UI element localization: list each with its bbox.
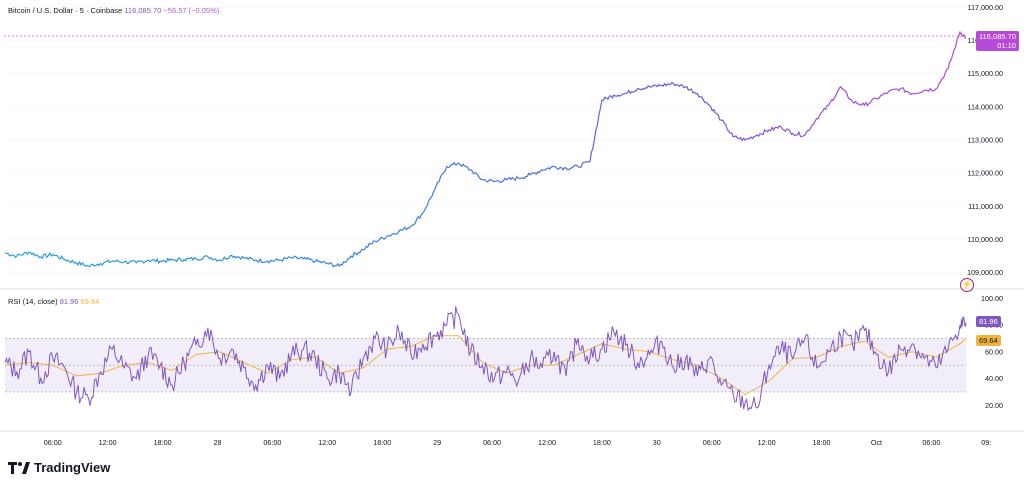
time-x-tick-label: 12:00 <box>99 438 117 447</box>
price-y-tick-label: 111,000.00 <box>968 202 1003 211</box>
tradingview-logo[interactable]: TradingView <box>8 460 110 475</box>
price-y-tick-label: 115,000.00 <box>968 69 1003 78</box>
rsi-y-tick-label: 100.00 <box>981 294 1003 303</box>
time-x-tick-label: 18:00 <box>593 438 611 447</box>
rsi-y-tick-label: 40.00 <box>985 374 1003 383</box>
time-x-tick-label: 18:00 <box>154 438 172 447</box>
axis-lines <box>0 288 1024 432</box>
time-x-tick-label: Oct <box>871 438 882 447</box>
price-badge-countdown: 01:10 <box>997 41 1016 50</box>
rsi-badge: 81.96 <box>976 316 1001 327</box>
tradingview-logo-text: TradingView <box>34 460 111 475</box>
time-x-tick-label: 06:00 <box>922 438 940 447</box>
time-x-tick-label: 18:00 <box>373 438 391 447</box>
time-x-tick-label: 12:00 <box>758 438 776 447</box>
rsi-band <box>5 338 966 393</box>
rsi-value-label: 81.96 <box>59 297 79 306</box>
price-badge: 116,085.70 01:10 <box>976 31 1019 51</box>
tradingview-logo-icon <box>8 461 30 474</box>
price-series-line <box>4 30 967 268</box>
time-x-tick-label: 30 <box>653 438 661 447</box>
rsi-ma-value-label: 69.64 <box>80 297 100 306</box>
last-price-label: 116,085.70 <box>124 6 162 15</box>
time-x-tick-label: 12:00 <box>318 438 336 447</box>
price-y-tick-label: 113,000.00 <box>968 136 1003 145</box>
price-badge-value: 116,085.70 <box>979 32 1016 41</box>
time-x-tick-label: 06:00 <box>703 438 721 447</box>
price-legend: Bitcoin / U.S. Dollar · 5 · Coinbase 116… <box>8 6 219 15</box>
time-x-tick-label: 09: <box>981 438 991 447</box>
time-x-tick-label: 06:00 <box>263 438 281 447</box>
price-y-tick-label: 114,000.00 <box>968 102 1003 111</box>
symbol-label: Bitcoin / U.S. Dollar · 5 · Coinbase <box>8 6 123 15</box>
rsi-ma-series-line <box>4 335 967 396</box>
time-x-tick-label: 06:00 <box>483 438 501 447</box>
rsi-y-tick-label: 60.00 <box>985 347 1003 356</box>
time-x-tick-label: 28 <box>213 438 221 447</box>
lightning-icon[interactable]: ⚡ <box>960 278 974 292</box>
price-y-tick-label: 110,000.00 <box>968 235 1003 244</box>
rsi-y-tick-label: 20.00 <box>985 401 1003 410</box>
time-x-tick-label: 12:00 <box>538 438 556 447</box>
time-x-ticks: 06:00 12:00 18:00 28 06:00 12:00 18:00 29 06:00 1… <box>44 438 992 447</box>
time-x-tick-label: 29 <box>433 438 441 447</box>
time-x-tick-label: 06:00 <box>44 438 62 447</box>
rsi-legend: RSI (14, close) 81.96 69.64 <box>8 297 99 306</box>
rsi-series-line <box>4 306 967 412</box>
price-y-tick-label: 117,000.00 <box>968 3 1003 12</box>
price-grid <box>5 7 966 274</box>
price-y-tick-label: 109,000.00 <box>967 268 1003 277</box>
time-x-tick-label: 18:00 <box>813 438 831 447</box>
price-y-tick-label: 112,000.00 <box>968 169 1003 178</box>
change-label: −56.57 (−0.05%) <box>163 6 220 15</box>
rsi-ma-badge: 69.64 <box>976 335 1001 346</box>
rsi-title: RSI (14, close) <box>8 297 58 306</box>
